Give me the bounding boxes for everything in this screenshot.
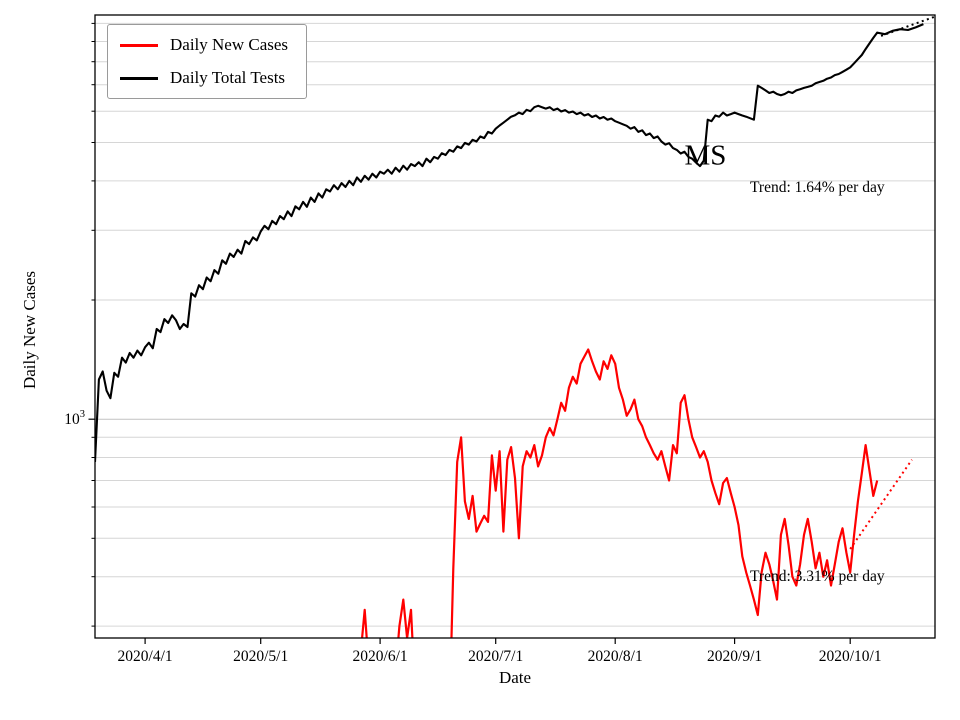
annotation-trend-3-31-per-day: Trend: 3.31% per day: [750, 568, 885, 585]
plot-border: [94, 14, 936, 639]
annotation-ms: MS: [685, 140, 727, 172]
legend-label: Daily New Cases: [170, 35, 289, 54]
series-daily-total-tests: [95, 23, 924, 462]
x-axis: 2020/4/1 2020/5/1 2020/6/1 2020/7/1 2020/8/1…: [118, 638, 882, 665]
red-line-swatch-icon: [120, 43, 158, 47]
legend-entry-daily-total-tests: Daily Total Tests: [120, 68, 288, 88]
y-axis: 103: [64, 22, 95, 627]
x-tick-label: 2020/10/1: [819, 648, 882, 665]
chart-legend: Daily New Cases Daily Total Tests: [107, 24, 308, 99]
legend-entry-daily-new-cases: Daily New Cases: [120, 35, 288, 55]
x-tick-label: 2020/4/1: [118, 648, 173, 665]
series-total-tests-trend: [880, 15, 935, 37]
x-tick-label: 2020/5/1: [233, 648, 288, 665]
x-tick-label: 2020/8/1: [588, 648, 643, 665]
black-line-swatch-icon: [120, 76, 158, 80]
x-tick-label: 2020/6/1: [353, 648, 408, 665]
series-group: [95, 15, 935, 638]
series-new-cases-trend: [849, 459, 913, 550]
legend-label: Daily Total Tests: [170, 68, 286, 87]
x-tick-label: 2020/7/1: [468, 648, 523, 665]
annotation-trend-1-64-per-day: Trend: 1.64% per day: [750, 179, 885, 196]
series-daily-new-cases: [360, 348, 879, 638]
y-tick-label: 103: [64, 409, 85, 428]
grid-lines: [95, 22, 935, 627]
x-axis-title: Date: [498, 668, 532, 687]
y-axis-title: Daily New Cases: [20, 270, 39, 390]
x-tick-label: 2020/9/1: [707, 648, 762, 665]
